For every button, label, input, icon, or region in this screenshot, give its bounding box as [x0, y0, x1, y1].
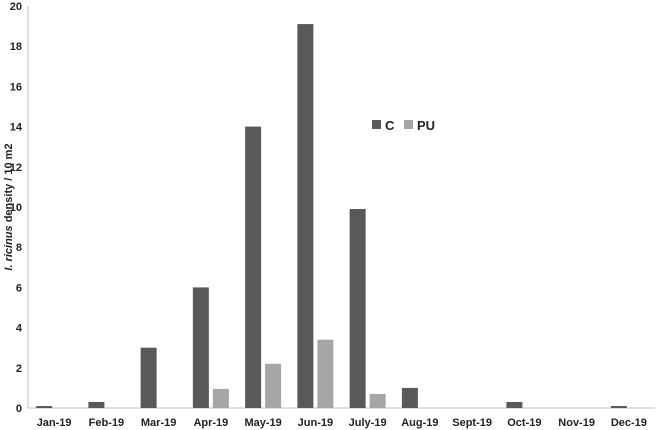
y-tick-label: 4	[16, 323, 23, 335]
bar-c-dec-19	[610, 405, 627, 408]
y-axis-title: I. ricinus density / 10 m2	[3, 143, 15, 270]
x-tick-label: Dec-19	[611, 417, 647, 429]
bar-c-jun-19	[297, 24, 314, 409]
x-tick-label: Nov-19	[558, 417, 595, 429]
legend-label-pu: PU	[417, 118, 435, 133]
y-tick-label: 6	[16, 282, 22, 294]
bar-pu-jun-19	[317, 339, 334, 408]
x-tick-label: Apr-19	[193, 417, 228, 429]
legend: C PU	[372, 118, 435, 133]
y-tick-label: 2	[16, 363, 22, 375]
legend-swatch-pu	[404, 120, 413, 129]
bar-c-jan-19	[36, 405, 53, 408]
x-ticks: Jan-19 Feb-19 Mar-19 Apr-19 May-19 Jun-19 July…	[37, 417, 647, 429]
x-tick-label: Oct-19	[507, 417, 541, 429]
x-tick-label: May-19	[244, 417, 281, 429]
y-tick-label: 0	[16, 403, 22, 415]
y-axis-title-rest: density / 10 m2	[3, 143, 15, 225]
x-tick-label: Sept-19	[452, 417, 492, 429]
bar-pu-apr-19	[212, 388, 229, 408]
y-tick-label: 8	[16, 242, 22, 254]
y-tick-label: 12	[10, 162, 22, 174]
y-tick-label: 16	[10, 81, 22, 93]
bar-pu-may-19	[265, 363, 282, 408]
x-tick-label: Mar-19	[141, 417, 176, 429]
y-ticks: 0 2 4 6 8 10 12 14 16 18 20	[10, 1, 23, 415]
bar-c-july-19	[349, 209, 366, 408]
axes	[27, 6, 655, 409]
x-tick-label: Jan-19	[37, 417, 72, 429]
x-tick-label: July-19	[349, 417, 387, 429]
bar-c-oct-19	[506, 401, 523, 408]
x-tick-label: Jun-19	[298, 417, 333, 429]
bar-c-may-19	[245, 126, 262, 408]
legend-label-c: C	[385, 118, 395, 133]
x-tick-label: Aug-19	[401, 417, 438, 429]
y-tick-label: 20	[10, 1, 22, 13]
bar-c-mar-19	[140, 347, 157, 408]
bar-c-aug-19	[401, 387, 418, 408]
y-tick-label: 18	[10, 41, 22, 53]
legend-swatch-c	[372, 120, 381, 129]
y-tick-label: 14	[10, 122, 23, 134]
y-axis-title-group: I. ricinus density / 10 m2	[3, 143, 15, 270]
y-tick-label: 10	[10, 202, 22, 214]
bar-c-apr-19	[192, 287, 209, 408]
x-tick-label: Feb-19	[89, 417, 124, 429]
bar-c-feb-19	[88, 401, 105, 408]
y-axis-title-italic: I. ricinus	[3, 225, 15, 270]
bar-pu-july-19	[369, 393, 386, 408]
bars	[36, 24, 627, 409]
